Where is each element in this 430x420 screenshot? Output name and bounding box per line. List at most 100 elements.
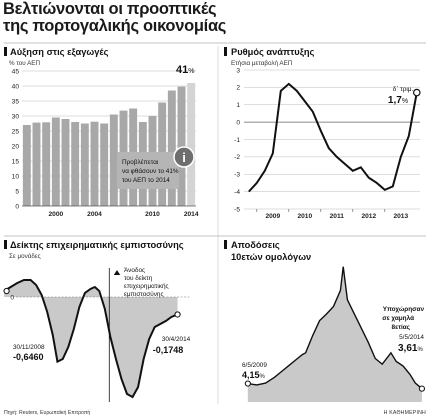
- bond-end-date: 5/5/2014: [399, 334, 424, 341]
- growth-subtitle: Ετήσια μεταβολή ΑΕΠ: [231, 60, 293, 67]
- exports-bar: [42, 122, 51, 206]
- growth-y-tick-label: -4: [234, 189, 240, 196]
- info-icon-glyph: i: [182, 150, 186, 165]
- growth-end-note: δ΄ τριμ.: [393, 86, 414, 93]
- confidence-series-line: [3, 279, 178, 399]
- svg-text:του δείκτη: του δείκτη: [124, 274, 153, 282]
- page-title: Βελτιώνονται οι προοπτικές της πορτογαλι…: [3, 1, 427, 35]
- growth-title: Ρυθμός ανάπτυξης: [231, 47, 315, 57]
- growth-title-marker: [224, 47, 227, 56]
- exports-bar: [90, 121, 99, 206]
- growth-y-tick-label: 0: [236, 119, 240, 126]
- confidence-marker-note: Άνοδος του δείκτη επιχειρηματικής εμπιστ…: [113, 267, 169, 298]
- growth-y-tick-label: -1: [234, 137, 240, 144]
- growth-y-tick-label: -3: [234, 172, 240, 179]
- exports-title: Αύξηση στις εξαγωγές: [10, 47, 109, 57]
- exports-y-tick-label: 30: [12, 113, 20, 120]
- exports-subtitle: % του ΑΕΠ: [9, 60, 40, 67]
- bond-yields-series-line: [247, 266, 423, 390]
- source-note: Πηγή: Reuters, Ευρωπαϊκή Επιτροπή: [4, 410, 91, 416]
- exports-callout-line: Προβλέπεται: [122, 158, 159, 166]
- exports-x-tick-label: 2000: [48, 211, 63, 218]
- growth-x-tick-label: 2013: [393, 213, 408, 220]
- growth-y-tick-label: 3: [236, 67, 240, 74]
- svg-text:εμπιστοσύνης: εμπιστοσύνης: [124, 290, 164, 298]
- svg-text:επιχειρηματικής: επιχειρηματικής: [124, 283, 169, 290]
- exports-bar: [100, 123, 109, 206]
- exports-end-value: 41%: [176, 64, 194, 76]
- exports-y-tick-label: 45: [12, 68, 20, 75]
- growth-end-marker: [412, 88, 421, 97]
- confidence-end-value: -0,1748: [153, 345, 184, 355]
- growth-series-line: [248, 82, 418, 193]
- arrow-up-icon: [113, 270, 121, 275]
- exports-callout-box: [117, 152, 179, 189]
- growth-x-tick-label: 2011: [330, 213, 345, 220]
- growth-x-tick-label: 2009: [265, 213, 280, 220]
- exports-bar: [80, 123, 89, 206]
- exports-callout-line: να φθάσουν το 41%: [122, 167, 179, 175]
- exports-bar: [61, 119, 70, 206]
- bond-start-date: 6/5/2009: [242, 362, 267, 369]
- bond-end-value: 3,61%: [398, 343, 423, 354]
- exports-x-tick-label: 2010: [145, 211, 160, 218]
- growth-x-tick-label: 2012: [361, 213, 376, 220]
- info-icon: [173, 146, 195, 168]
- exports-y-tick-label: 25: [12, 128, 20, 135]
- confidence-area: [4, 280, 178, 397]
- exports-callout-line: του ΑΕΠ το 2014: [122, 177, 170, 184]
- svg-text:Άνοδος: Άνοδος: [124, 267, 145, 274]
- exports-bar: [71, 122, 80, 206]
- confidence-zero-label: 0: [10, 294, 14, 301]
- growth-x-tick-label: 2010: [297, 213, 312, 220]
- exports-bar: [177, 86, 186, 206]
- bond-start-marker: [244, 380, 251, 387]
- confidence-low-date: 30/11/2008: [13, 344, 45, 351]
- exports-bar: [32, 122, 41, 206]
- exports-x-tick-label: 2014: [184, 211, 199, 218]
- exports-y-tick-label: 35: [12, 98, 20, 105]
- confidence-chart: Δείκτης επιχειρηματικής εμπιστοσύνης Σε …: [3, 240, 191, 402]
- confidence-title: Δείκτης επιχειρηματικής εμπιστοσύνης: [10, 240, 184, 250]
- bond-start-value: 4,15%: [242, 370, 266, 380]
- exports-bar: [22, 125, 31, 206]
- bond-end-marker: [418, 385, 426, 392]
- exports-y-tick-label: 20: [12, 143, 20, 150]
- exports-y-tick-label: 0: [15, 203, 19, 210]
- bond-title-line-2: 10ετών ομολόγων: [231, 252, 311, 262]
- publisher-name: Η ΚΑΘΗΜΕΡΙΝΗ: [383, 410, 426, 416]
- bond-end-note-line: σε χαμηλά: [382, 314, 414, 322]
- exports-y-tick-label: 40: [12, 83, 20, 90]
- exports-bar: [167, 90, 176, 206]
- confidence-start-marker: [3, 287, 10, 295]
- confidence-subtitle: Σε μονάδες: [9, 252, 41, 260]
- exports-bar: [51, 117, 60, 206]
- growth-y-tick-label: -2: [234, 154, 240, 161]
- confidence-end-marker: [174, 311, 181, 318]
- page-title-line-1: Βελτιώνονται οι προοπτικές: [3, 0, 217, 18]
- growth-y-tick-label: 2: [236, 85, 240, 92]
- exports-callout: Προβλέπεται να φθάσουν το 41% του ΑΕΠ το…: [117, 146, 195, 189]
- confidence-title-marker: [4, 240, 7, 249]
- bond-end-note-line: Υποχώρησαν: [383, 306, 425, 313]
- exports-y-tick-label: 5: [15, 188, 19, 195]
- exports-title-marker: [4, 47, 7, 56]
- bond-yields-chart: Αποδόσεις 10ετών ομολόγων 6/5/2009 4,15%…: [224, 240, 426, 402]
- bond-end-note-line: 8ετίας: [392, 324, 411, 331]
- growth-y-tick-label: -5: [234, 206, 240, 213]
- growth-chart: Ρυθμός ανάπτυξης Ετήσια μεταβολή ΑΕΠ -5 -…: [224, 47, 421, 220]
- bond-title-marker: [224, 240, 227, 249]
- exports-y-tick-label: 10: [12, 173, 20, 180]
- exports-chart: Αύξηση στις εξαγωγές % του ΑΕΠ 0 5 10 15 20 2…: [4, 47, 199, 218]
- exports-x-tick-label: 2004: [87, 211, 102, 218]
- bond-title-line-1: Αποδόσεις: [231, 240, 280, 250]
- exports-bar: [187, 83, 196, 206]
- exports-bar: [109, 114, 118, 206]
- growth-y-tick-label: 1: [236, 102, 240, 109]
- bond-yields-area: [247, 266, 422, 402]
- growth-end-value: 1,7%: [388, 95, 408, 106]
- page-title-line-2: της πορτογαλικής οικονομίας: [3, 17, 227, 35]
- confidence-low-value: -0,6460: [13, 352, 44, 362]
- exports-y-tick-label: 15: [12, 158, 20, 165]
